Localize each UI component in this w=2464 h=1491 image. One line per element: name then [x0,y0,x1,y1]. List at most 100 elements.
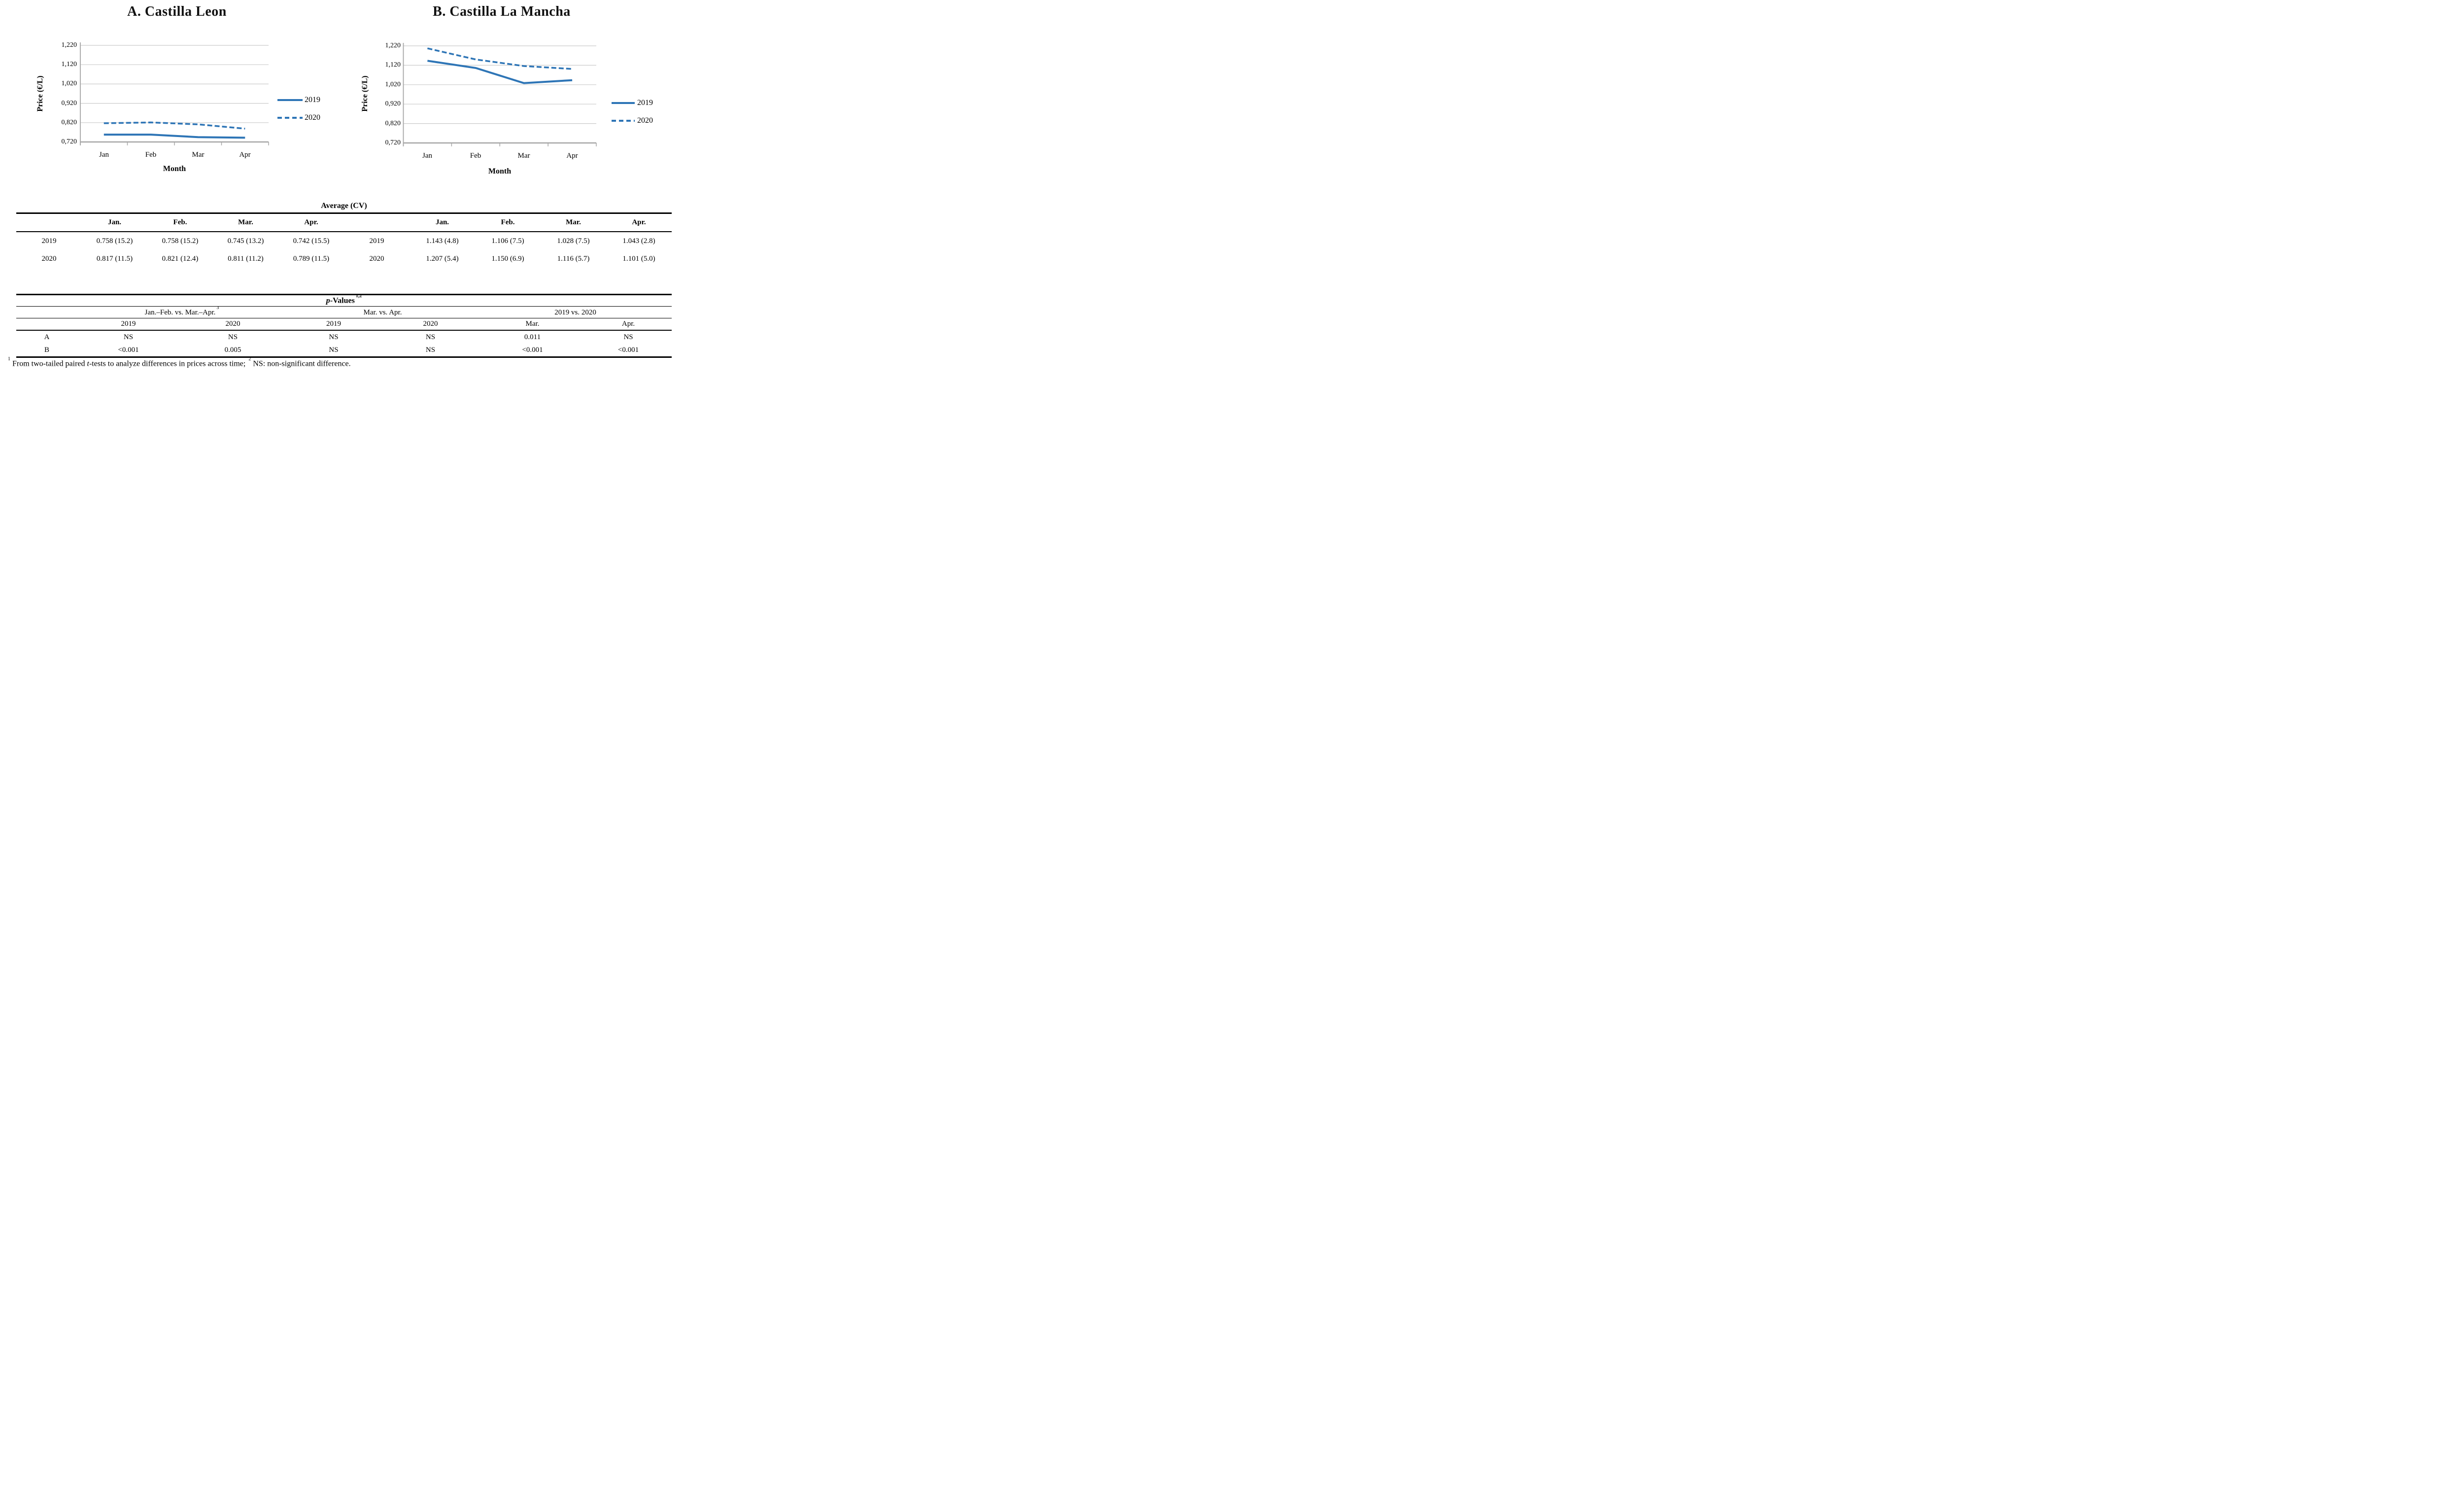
data-cell: NS [381,344,480,358]
chart-b-title: B. Castilla La Mancha [433,4,571,19]
footnote-superscript-2: 2 [248,356,251,362]
title-superscript: 1,2 [355,294,362,299]
col-header: Apr. [278,213,344,232]
col-header: 2019 [77,318,179,331]
group-header-superscript: 3 [216,306,219,311]
charts-plot-area [80,42,597,146]
footnote-text: NS: non-significant difference. [251,359,351,368]
table-row: 2020 0.817 (11.5) 0.821 (12.4) 0.811 (11… [16,250,672,268]
group-header: 2019 vs. 2020 [480,306,672,318]
data-cell: 0.789 (11.5) [293,254,330,263]
col-header: Jan. [82,213,147,232]
data-cell: 0.011 [524,333,541,341]
col-header: Mar. [480,318,585,331]
legend-2019-line-swatch [277,99,303,101]
y-tick-label: 1,020 [385,81,401,88]
y-tick-label: 1,220 [61,41,77,49]
average-cv-table: Average (CV) Jan. Feb. Mar. Apr. Jan. Fe… [16,200,672,268]
legend-2019-label: 2019 [637,99,653,107]
x-axis-title: Month [488,167,512,175]
row-label: 2020 [41,254,57,263]
data-cell: 0.817 (11.5) [96,254,133,263]
y-tick-label: 0,820 [61,119,77,126]
data-cell: 0.742 (15.5) [293,237,330,245]
group-header-text: 2019 vs. 2020 [554,309,596,316]
p-values-table-title: p-Values1,2 [16,294,672,307]
sub-header-row: 2019 2020 2019 2020 Mar. Apr. [16,318,672,331]
col-header: Mar. [213,213,278,232]
y-tick-label: 0,720 [385,139,401,146]
empty-cell [16,318,77,331]
footnote-italic-t: t [87,359,89,368]
data-cell: NS [623,333,633,341]
table-title-row: p-Values1,2 [16,294,672,307]
y-tick-label: 1,120 [385,61,401,69]
col-header: Jan. [410,213,475,232]
x-tick-label: Apr [566,152,578,160]
group-header-text: Mar. vs. Apr. [363,309,402,316]
col-header: Apr. [585,318,672,331]
data-cell: NS [123,333,134,341]
x-tick-label: Mar [517,152,530,160]
data-cell: NS [286,344,381,358]
data-cell: <0.001 [480,344,585,358]
data-cell: 1.028 (7.5) [557,237,590,245]
row-label: B [16,344,77,358]
y-tick-label: 1,120 [61,61,77,68]
legend-2019-label: 2019 [305,96,320,104]
average-table-title: Average (CV) [16,200,672,214]
footnote-text: From two-tailed paired [10,359,87,368]
footnote: 1 From two-tailed paired t-tests to anal… [7,356,667,368]
data-cell: 0.758 (15.2) [96,237,133,245]
col-header: Apr. [606,213,672,232]
x-tick-label: Apr [239,151,251,159]
series-line-2019 [103,134,245,139]
col-header: Feb. [475,213,541,232]
y-axis-title: Price (€/L) [36,75,44,112]
data-cell: 1.101 (5.0) [622,254,655,263]
data-cell: 0.005 [179,344,286,358]
y-tick-label: 0,720 [61,138,77,145]
group-header: Jan.–Feb. vs. Mar.–Apr.3 [77,306,286,318]
row-label: 2019 [369,237,384,245]
x-tick-label: Jan [422,152,432,160]
y-tick-label: 0,920 [61,100,77,107]
data-cell: NS [425,333,436,341]
group-header: Mar. vs. Apr. [286,306,480,318]
legend-2020-line-swatch [277,117,303,119]
data-cell: <0.001 [585,344,672,358]
footnote-superscript-1: 1 [8,356,10,362]
data-cell: 0.811 (11.2) [228,254,264,263]
series-line-2020 [427,47,573,70]
figure-canvas: A. Castilla Leon 1,220 1,120 1,020 0,920… [0,0,677,373]
data-cell: 0.745 (13.2) [227,237,264,245]
col-header [16,213,82,232]
table-title-row: Average (CV) [16,200,672,214]
row-label: A [44,333,50,341]
y-tick-label: 0,820 [385,120,401,127]
data-cell: NS [329,333,339,341]
col-header [344,213,410,232]
group-header-text: Jan.–Feb. vs. Mar.–Apr. [144,309,216,316]
data-cell: 1.143 (4.8) [426,237,459,245]
data-cell: 1.207 (5.4) [426,254,459,263]
x-tick-label: Feb [470,152,481,160]
series-line-2020 [103,121,245,130]
legend-2019-line-swatch [612,102,635,104]
data-cell: 1.116 (5.7) [557,254,590,263]
y-axis-title: Price (€/L) [361,75,369,112]
col-header: 2020 [179,318,286,331]
data-cell: 0.758 (15.2) [162,237,199,245]
col-header: Feb. [147,213,213,232]
row-label: 2019 [41,237,57,245]
group-header-row: Jan.–Feb. vs. Mar.–Apr.3 Mar. vs. Apr. 2… [16,306,672,318]
footnote-text: -tests to analyze differences in prices … [89,359,248,368]
data-cell: 0.821 (12.4) [162,254,199,263]
col-header: Mar. [541,213,606,232]
legend-2020-line-swatch [612,120,635,122]
legend-2020-label: 2020 [305,113,320,122]
table-row: B <0.001 0.005 NS NS <0.001 <0.001 [16,344,672,358]
table-header-row: Jan. Feb. Mar. Apr. Jan. Feb. Mar. Apr. [16,213,672,232]
title-text: -Values [330,296,355,305]
y-tick-label: 1,220 [385,42,401,49]
